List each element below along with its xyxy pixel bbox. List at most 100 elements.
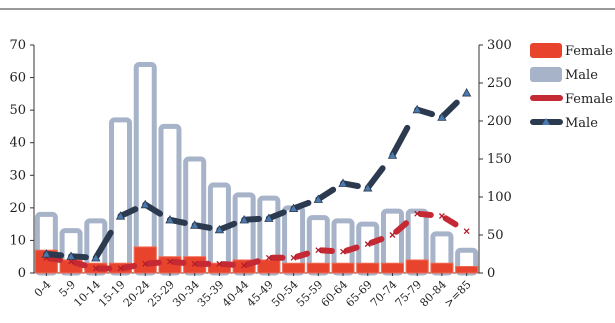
line-male-segment: [290, 199, 312, 212]
x-tick-label: 45-49: [244, 278, 276, 310]
x-tick-label: 40-44: [220, 278, 252, 310]
line-female-marker: [117, 265, 124, 272]
bar-female: [306, 262, 330, 274]
bar-male: [183, 156, 207, 276]
line-male-marker: [288, 203, 299, 212]
left-tick-label: 10: [9, 233, 26, 248]
right-tick-label: 50: [487, 228, 504, 243]
line-male-marker: [363, 183, 373, 192]
legend-label: Female: [565, 44, 613, 59]
line-female-marker: [438, 213, 445, 219]
bar-female: [356, 262, 380, 274]
bar-male: [133, 62, 157, 276]
line-female-segment: [294, 250, 311, 260]
legend: Female Male Female Male: [530, 43, 613, 131]
left-tick-label: 50: [9, 103, 26, 118]
line-female-marker: [142, 260, 149, 267]
x-tick-label: 20-24: [121, 278, 153, 310]
bar-male: [109, 117, 133, 276]
bar-female: [133, 246, 157, 274]
right-tick-label: 300: [487, 38, 512, 53]
line-male-marker: [412, 104, 422, 114]
x-tick-label: 15-19: [96, 278, 128, 310]
bar-female: [282, 262, 306, 274]
line-female-marker: [315, 247, 322, 254]
x-tick-label: 30-34: [170, 278, 202, 310]
x-tick-label: 50-54: [269, 278, 301, 310]
line-male-marker: [264, 213, 274, 222]
legend-label: Male: [565, 68, 598, 83]
x-tick-label: 0-4: [32, 278, 54, 300]
line-female-segment: [368, 236, 385, 246]
line-female-marker: [414, 210, 421, 217]
left-tick-label: 70: [9, 38, 26, 53]
line-female-marker: [241, 262, 248, 269]
line-female-segment: [121, 262, 138, 271]
bar-female: [257, 259, 281, 274]
left-tick-label: 40: [9, 136, 26, 151]
left-tick-label: 0: [18, 266, 26, 281]
line-male-marker: [437, 112, 447, 121]
line-female-marker: [265, 254, 272, 261]
line-male-marker: [165, 214, 175, 224]
x-tick-label: 55-59: [294, 278, 326, 310]
line-female-segment: [343, 244, 360, 254]
line-female-segment: [393, 220, 410, 235]
right-tick-label: 250: [487, 76, 512, 91]
line-male-marker: [140, 199, 150, 209]
x-tick-label: 65-69: [343, 278, 375, 310]
line-male-marker: [387, 150, 398, 159]
line-male-segment: [92, 229, 114, 261]
x-tick-label: 60-64: [319, 278, 351, 310]
line-male: [41, 88, 472, 262]
line-female-marker: [68, 258, 75, 265]
line-female-marker: [463, 228, 470, 235]
line-female-segment: [170, 258, 187, 266]
bar-female: [380, 262, 404, 274]
line-female-segment: [71, 259, 88, 269]
line-female-marker: [167, 258, 173, 265]
right-tick-label: 150: [487, 152, 512, 167]
line-male-segment: [117, 206, 139, 219]
x-tick-label: 70-74: [368, 278, 400, 310]
line-female-marker: [92, 265, 99, 272]
x-tick-label: 35-39: [195, 278, 227, 310]
line-male-segment: [364, 165, 386, 191]
bar-female: [331, 262, 355, 274]
line-male-segment: [265, 209, 287, 222]
line-female-segment: [220, 261, 237, 268]
line-female: [43, 210, 470, 272]
x-tick-label: 10-14: [71, 278, 103, 310]
right-tick-label: 200: [487, 114, 512, 129]
line-female-segment: [145, 259, 162, 267]
bar-female: [405, 259, 429, 274]
legend-swatch-bar: [530, 43, 562, 58]
legend-swatch-bar: [530, 67, 562, 82]
line-male-segment: [389, 124, 411, 159]
legend-label: Male: [565, 116, 598, 131]
line-male-segment: [315, 186, 337, 203]
legend-swatch-marker: [542, 118, 550, 125]
line-female-marker: [364, 241, 371, 248]
legend-label: Female: [565, 92, 613, 107]
line-male-marker: [313, 194, 323, 203]
x-tick-label: >=85: [442, 278, 474, 310]
line-male-marker: [91, 252, 101, 262]
line-male-marker: [115, 211, 126, 220]
bar-male: [158, 123, 182, 276]
line-female-marker: [340, 248, 346, 255]
line-female-marker: [191, 260, 198, 267]
line-female-segment: [47, 255, 63, 263]
line-male-marker: [338, 178, 348, 187]
line-male-marker: [190, 220, 200, 229]
line-female-marker: [389, 232, 396, 238]
line-female-segment: [319, 247, 335, 255]
right-tick-label: 0: [487, 266, 495, 281]
line-female-segment: [442, 215, 459, 228]
line-male-segment: [216, 220, 238, 233]
line-male-marker: [214, 224, 225, 234]
line-female-segment: [244, 258, 261, 268]
line-female-segment: [417, 211, 434, 218]
line-female-marker: [290, 254, 297, 261]
